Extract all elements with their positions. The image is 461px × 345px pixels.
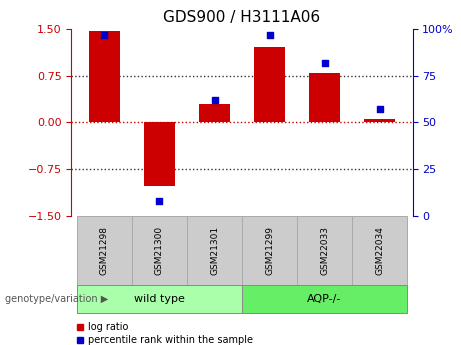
Text: GSM22033: GSM22033 <box>320 226 329 275</box>
Text: GSM22034: GSM22034 <box>375 226 384 275</box>
Title: GDS900 / H3111A06: GDS900 / H3111A06 <box>164 10 320 26</box>
Point <box>101 32 108 38</box>
Point <box>156 198 163 204</box>
Text: GSM21298: GSM21298 <box>100 226 109 275</box>
Text: GSM21299: GSM21299 <box>265 226 274 275</box>
Text: GSM21300: GSM21300 <box>155 226 164 275</box>
Text: GSM21301: GSM21301 <box>210 226 219 275</box>
Bar <box>297 216 352 285</box>
Point <box>321 60 328 66</box>
Bar <box>365 119 395 122</box>
Bar <box>200 104 230 122</box>
Bar <box>89 31 119 122</box>
Bar <box>309 73 340 122</box>
Text: genotype/variation ▶: genotype/variation ▶ <box>5 294 108 304</box>
Bar <box>242 285 407 313</box>
Point <box>266 32 273 38</box>
Bar <box>77 285 242 313</box>
Bar <box>132 216 187 285</box>
Legend: log ratio, percentile rank within the sample: log ratio, percentile rank within the sa… <box>77 322 253 345</box>
Text: AQP-/-: AQP-/- <box>307 294 342 304</box>
Point <box>376 107 383 112</box>
Bar <box>242 216 297 285</box>
Bar <box>187 216 242 285</box>
Text: wild type: wild type <box>134 294 185 304</box>
Bar <box>352 216 407 285</box>
Bar <box>254 47 285 122</box>
Point <box>211 97 218 103</box>
Bar <box>77 216 132 285</box>
Bar <box>144 122 175 186</box>
